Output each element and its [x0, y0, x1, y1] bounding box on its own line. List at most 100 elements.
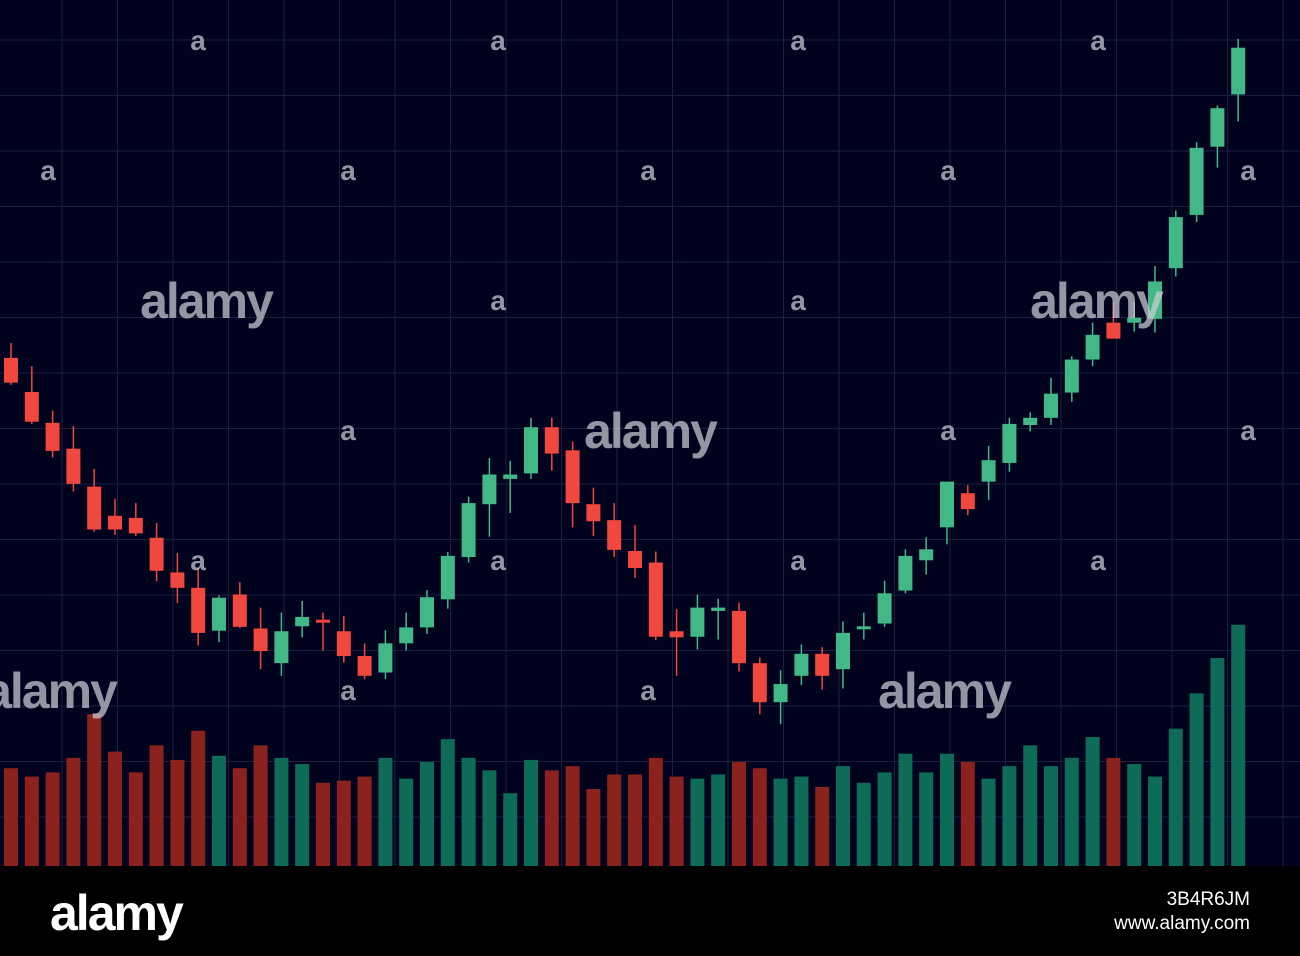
- footer-image-id: 3B4R6JM www.alamy.com: [1114, 889, 1250, 934]
- volume-bar-down: [108, 751, 122, 866]
- volume-bar-down: [357, 776, 372, 866]
- volume-bar-up: [919, 772, 934, 866]
- candle-up: [1085, 334, 1100, 360]
- volume-bar-up: [690, 778, 705, 866]
- volume-bar-up: [399, 778, 414, 866]
- volume-bar-up: [773, 778, 788, 866]
- footer-logo: alamy: [50, 885, 184, 941]
- volume-bar-up: [711, 774, 726, 866]
- candle-down: [565, 450, 580, 504]
- watermark-a: a: [640, 675, 656, 706]
- volume-bar-down: [128, 772, 143, 866]
- volume-bar-up: [274, 757, 289, 866]
- candle-down: [669, 631, 684, 638]
- volume-bar-down: [752, 768, 767, 866]
- volume-bar-up: [1044, 766, 1058, 866]
- watermark-a: a: [1240, 415, 1256, 446]
- candle-up: [482, 474, 497, 505]
- candle-up: [378, 643, 393, 673]
- candle-down: [586, 504, 601, 522]
- candle-up: [898, 555, 913, 591]
- candle-up: [1064, 359, 1079, 393]
- volume-bar-down: [66, 757, 81, 866]
- candle-up: [773, 684, 788, 703]
- volume-bar-down: [544, 770, 559, 866]
- candle-up: [940, 481, 954, 528]
- candle-up: [503, 474, 518, 479]
- candle-down: [4, 357, 18, 383]
- candle-down: [544, 427, 559, 454]
- candle-up: [877, 593, 892, 624]
- volume-bar-up: [981, 778, 996, 866]
- volume-bar-down: [565, 766, 580, 866]
- candle-up: [1189, 147, 1204, 215]
- volume-bar-up: [856, 782, 871, 866]
- candle-down: [232, 594, 247, 627]
- watermark-a: a: [1090, 25, 1106, 56]
- candle-up: [919, 549, 934, 561]
- volume-bar-down: [628, 774, 642, 866]
- candle-up: [1168, 217, 1183, 269]
- candle-down: [336, 631, 351, 656]
- watermark-a: a: [340, 415, 356, 446]
- watermark-a: a: [790, 285, 806, 316]
- candle-down: [1106, 322, 1121, 339]
- volume-bar-down: [24, 776, 39, 866]
- volume-bar-up: [461, 757, 476, 866]
- volume-bar-down: [669, 776, 684, 866]
- volume-bar-up: [1002, 766, 1017, 866]
- candle-up: [1127, 317, 1142, 323]
- volume-bar-up: [524, 759, 538, 866]
- watermark-a: a: [490, 25, 506, 56]
- volume-bar-down: [87, 714, 102, 866]
- candle-up: [981, 460, 996, 482]
- candle-down: [253, 628, 268, 652]
- volume-bar-up: [1231, 624, 1246, 866]
- chart-background: [0, 0, 1300, 868]
- volume-bar-down: [316, 782, 330, 866]
- candle-down: [648, 562, 663, 637]
- volume-bar-up: [420, 762, 434, 866]
- candle-down: [87, 486, 102, 530]
- volume-bar-up: [877, 772, 892, 866]
- candle-up: [212, 597, 226, 631]
- volume-bar-up: [503, 793, 518, 866]
- watermark-a: a: [640, 155, 656, 186]
- candle-down: [24, 392, 39, 422]
- candle-up: [856, 626, 871, 630]
- volume-bar-down: [648, 757, 663, 866]
- candle-up: [794, 653, 809, 676]
- volume-bar-up: [295, 764, 310, 866]
- candle-down: [66, 448, 81, 484]
- candle-down: [108, 515, 122, 530]
- candle-up: [461, 503, 476, 557]
- candle-up: [711, 607, 726, 611]
- watermark-a: a: [190, 25, 206, 56]
- volume-bar-down: [960, 762, 975, 866]
- watermark-word: alamy: [878, 663, 1012, 719]
- candle-down: [128, 517, 143, 534]
- candle-up: [420, 597, 434, 628]
- watermark-a: a: [940, 155, 956, 186]
- candle-up: [295, 616, 310, 627]
- volume-bar-down: [336, 780, 351, 866]
- candlestick-chart: a a a a a a a a a a a a a a a a a a a a alamy alamy alamy alamy…: [0, 0, 1300, 868]
- volume-bars: [4, 624, 1246, 866]
- volume-bar-up: [1023, 745, 1038, 866]
- volume-bar-up: [482, 770, 497, 866]
- volume-bar-up: [1189, 693, 1204, 866]
- volume-bar-up: [794, 776, 809, 866]
- watermark-a: a: [490, 285, 506, 316]
- candle-up: [1023, 417, 1038, 425]
- watermark-a: a: [190, 545, 206, 576]
- candle-down: [170, 572, 185, 588]
- volume-bar-down: [4, 768, 18, 866]
- volume-bar-up: [1168, 728, 1183, 866]
- grid-lines: [0, 0, 1300, 868]
- volume-bar-down: [732, 762, 746, 866]
- candle-down: [732, 610, 746, 664]
- volume-bar-up: [1210, 658, 1225, 866]
- volume-bar-down: [191, 730, 206, 866]
- watermark-a: a: [940, 415, 956, 446]
- candle-down: [45, 422, 60, 451]
